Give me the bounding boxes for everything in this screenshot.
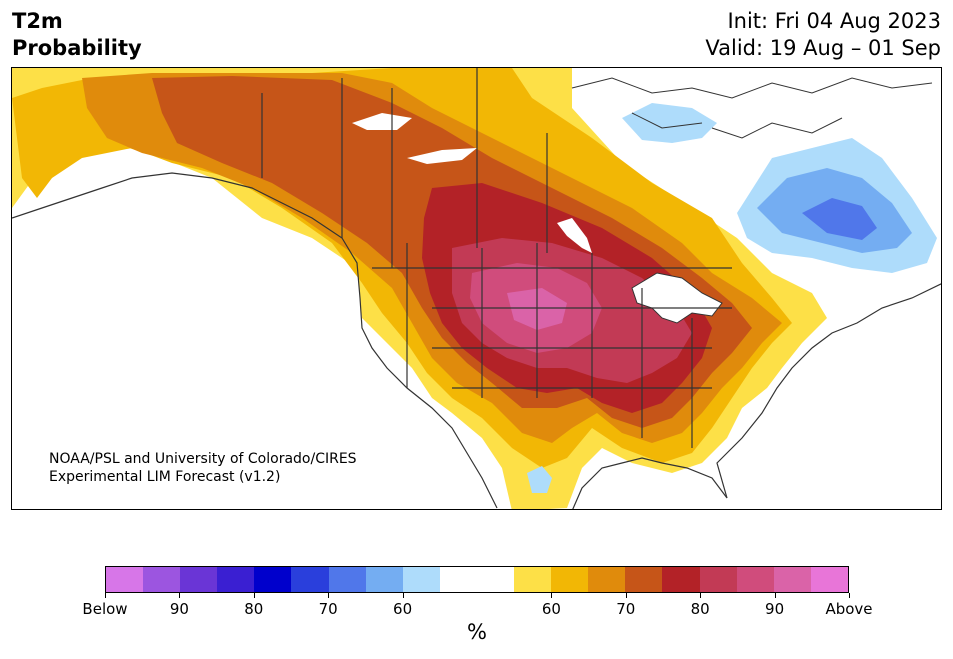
colorbar-below-segment [402, 567, 440, 592]
colorbar-tick-label: 60 [393, 600, 413, 618]
valid-period: Valid: 19 Aug – 01 Sep [705, 36, 941, 60]
colorbar-tick-label: 80 [244, 600, 264, 618]
shade-below-80-east [802, 198, 877, 240]
colorbar-below-segment [254, 567, 292, 592]
colorbar-tick [774, 593, 776, 598]
attribution-line-1: NOAA/PSL and University of Colorado/CIRE… [49, 451, 357, 467]
colorbar-below-segment [291, 567, 329, 592]
colorbar-tick-label: 90 [765, 600, 785, 618]
variable-label: T2m [12, 9, 63, 33]
colorbar-above-segment [514, 567, 552, 592]
shade-below-60-mexico [527, 466, 552, 493]
colorbar-above-segment [662, 567, 700, 592]
colorbar-below-segment [217, 567, 255, 592]
lake-winnipeg [557, 218, 592, 253]
colorbar-tick-label: 90 [169, 600, 189, 618]
colorbar-below-segment [328, 567, 366, 592]
colorbar-tick [253, 593, 255, 598]
attribution-line-2: Experimental LIM Forecast (v1.2) [49, 469, 281, 485]
great-lakes [631, 272, 723, 324]
colorbar-below-segment [143, 567, 181, 592]
boundaries [12, 68, 941, 509]
colorbar-tick [105, 593, 106, 598]
colorbar-tick-label: Above [825, 600, 873, 618]
colorbar-above-segment [773, 567, 811, 592]
colorbar-tick [625, 593, 627, 598]
arctic-coast [571, 77, 933, 139]
colorbar-tick [849, 593, 850, 598]
great-slave-lake [352, 113, 412, 130]
colorbar-below-segment [180, 567, 218, 592]
colorbar-below-segment [106, 567, 144, 592]
shade-below-60-north [622, 103, 717, 143]
colorbar-tick [328, 593, 330, 598]
colorbar-tick-label: 60 [541, 600, 561, 618]
init-date: Init: Fri 04 Aug 2023 [727, 9, 941, 33]
map-title: T2m Probability [12, 8, 142, 62]
colorbar-above-segment [736, 567, 774, 592]
colorbar-above-segment [810, 567, 848, 592]
colorbar-tick-label: 70 [318, 600, 338, 618]
forecast-dates: Init: Fri 04 Aug 2023 Valid: 19 Aug – 01… [705, 8, 941, 62]
colorbar [105, 566, 849, 593]
colorbar-neutral-segment [439, 567, 515, 592]
probability-map [11, 67, 942, 510]
colorbar-above-segment [699, 567, 737, 592]
colorbar-unit: % [467, 620, 487, 644]
colorbar-tick [402, 593, 404, 598]
colorbar-tick-label: 80 [690, 600, 710, 618]
lake-athabasca [407, 148, 477, 164]
map-canvas [12, 68, 941, 509]
colorbar-above-segment [588, 567, 626, 592]
colorbar-tick [551, 593, 553, 598]
colorbar-above-segment [625, 567, 663, 592]
colorbar-tick-label: Below [82, 600, 128, 618]
colorbar-tick [179, 593, 181, 598]
colorbar-tick-label: 70 [616, 600, 636, 618]
colorbar-below-segment [365, 567, 403, 592]
colorbar-above-segment [551, 567, 589, 592]
product-label: Probability [12, 36, 142, 60]
colorbar-tick [700, 593, 702, 598]
attribution: NOAA/PSL and University of Colorado/CIRE… [49, 450, 357, 486]
